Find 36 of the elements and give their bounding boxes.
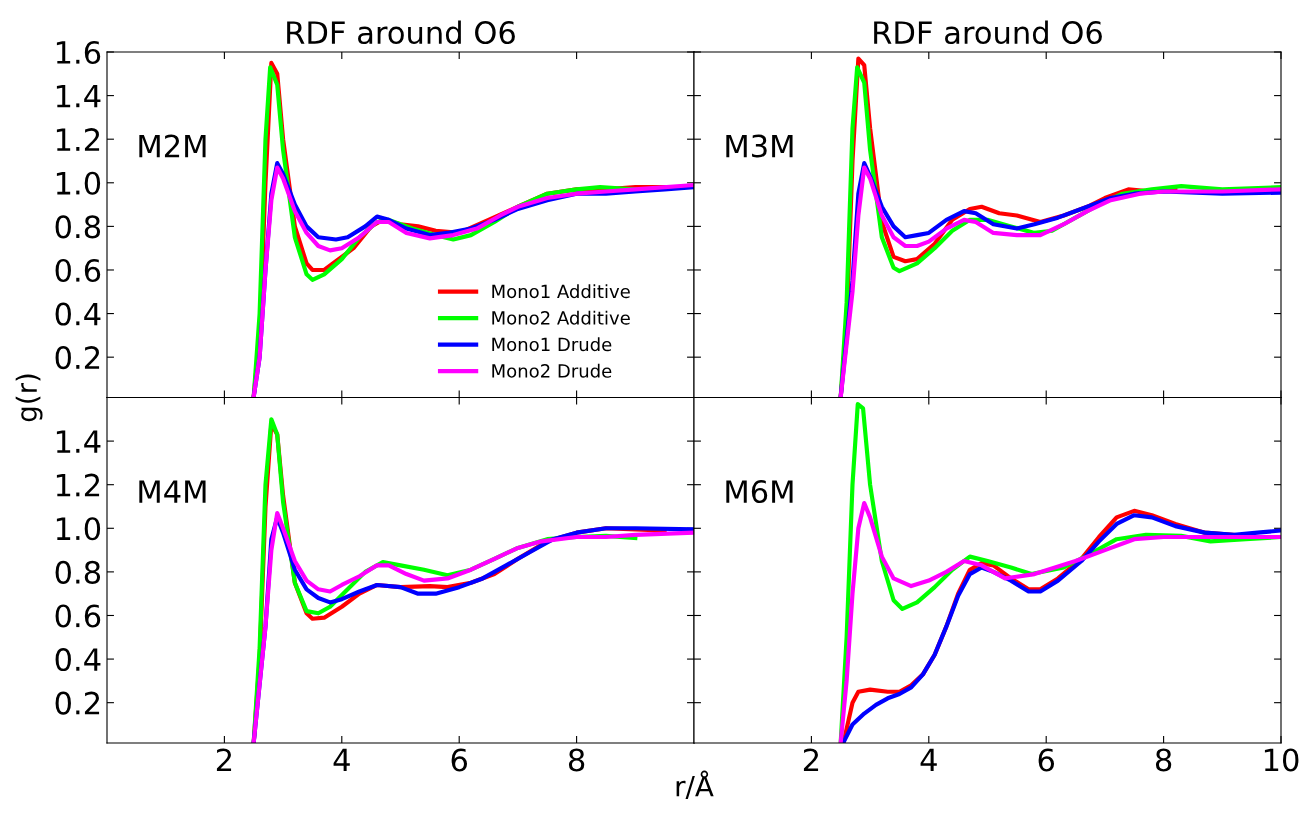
x-tick-label: 8 xyxy=(568,748,585,772)
y-tick-label: 0.2 xyxy=(55,691,100,715)
legend-label: Mono2 Additive xyxy=(492,310,630,325)
x-tick-label: 10 xyxy=(1264,748,1299,772)
annotation: M2M xyxy=(139,134,206,158)
legend-label: Mono1 Additive xyxy=(492,284,630,299)
y-tick-label: 0.4 xyxy=(55,302,101,326)
y-tick-label: 1.4 xyxy=(56,430,101,453)
y-tick-label: 1.0 xyxy=(56,517,101,541)
x-tick-label: 4 xyxy=(333,748,350,772)
chart-title: RDF around O6 xyxy=(287,20,515,45)
y-tick-label: 1.0 xyxy=(56,171,101,195)
y-tick-label: 0.8 xyxy=(55,215,101,239)
legend-label: Mono1 Drude xyxy=(492,337,612,352)
x-tick-label: 2 xyxy=(216,748,232,772)
y-tick-label: 1.2 xyxy=(56,128,100,151)
y-tick-label: 1.6 xyxy=(56,40,101,65)
annotation: M6M xyxy=(726,479,793,504)
y-tick-label: 1.2 xyxy=(56,473,100,497)
x-axis-title: r/Å xyxy=(676,770,714,799)
x-tick-label: 2 xyxy=(803,748,819,772)
y-axis-title: g(r) xyxy=(15,374,43,422)
x-tick-label: 6 xyxy=(1038,748,1054,772)
y-tick-label: 0.8 xyxy=(55,560,101,584)
y-tick-label: 1.4 xyxy=(56,84,101,108)
y-tick-label: 0.6 xyxy=(55,258,101,283)
y-tick-label: 0.6 xyxy=(55,604,101,628)
x-tick-label: 4 xyxy=(920,748,937,772)
legend-label: Mono2 Drude xyxy=(492,363,612,378)
y-tick-label: 0.2 xyxy=(55,346,100,370)
x-tick-label: 8 xyxy=(1155,748,1172,772)
annotation: M4M xyxy=(139,480,206,503)
chart-title: RDF around O6 xyxy=(874,20,1102,45)
x-tick-label: 6 xyxy=(451,748,467,772)
y-tick-label: 0.4 xyxy=(55,648,101,672)
annotation: M3M xyxy=(726,134,793,158)
